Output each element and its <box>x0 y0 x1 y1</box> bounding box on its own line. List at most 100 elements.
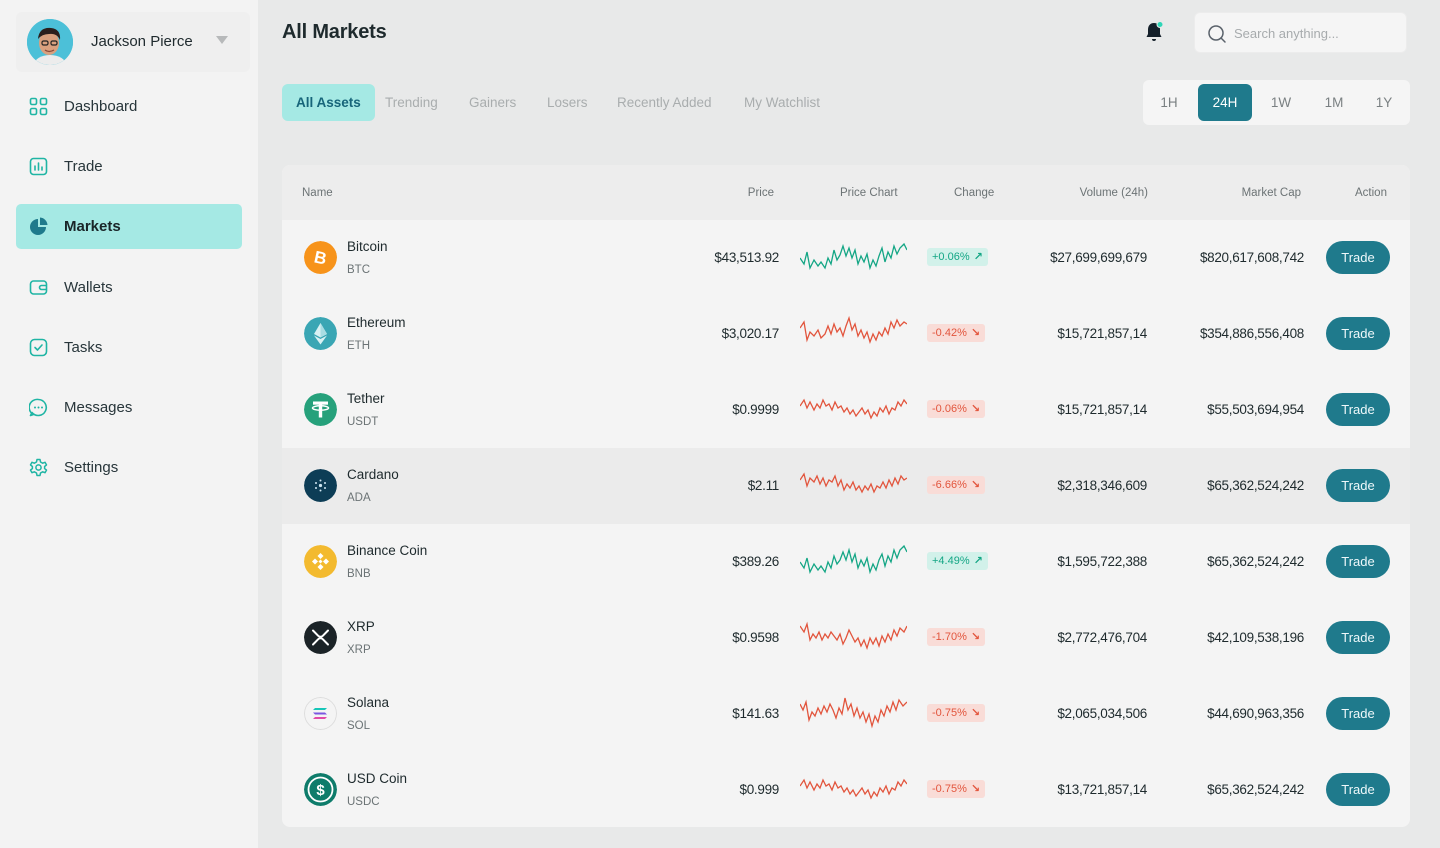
coin-volume: $15,721,857,14 <box>1057 326 1147 341</box>
trade-button[interactable]: Trade <box>1326 545 1390 578</box>
coin-name: USD Coin <box>347 771 408 786</box>
checkbox-icon <box>29 338 48 357</box>
profile-card[interactable]: Jackson Pierce <box>16 12 250 72</box>
xrp-icon <box>304 621 337 654</box>
trade-button[interactable]: Trade <box>1326 469 1390 502</box>
arrow-down-right-icon: ↘ <box>970 479 981 491</box>
arrow-up-right-icon: ↗ <box>973 555 983 567</box>
solana-icon <box>304 697 337 730</box>
search-input[interactable] <box>1234 21 1399 45</box>
message-icon <box>29 398 47 417</box>
tab-all-assets[interactable]: All Assets <box>282 84 375 121</box>
period-1y[interactable]: 1Y <box>1375 95 1393 110</box>
avatar <box>27 19 73 65</box>
column-header-market-cap[interactable]: Market Cap <box>1241 187 1301 199</box>
change-badge: -1.70% ↘ <box>927 628 986 646</box>
sidebar-item-markets[interactable]: Markets <box>16 204 242 249</box>
svg-text:B: B <box>312 247 328 268</box>
coin-name: Tether <box>347 391 385 406</box>
coin-volume: $2,318,346,609 <box>1057 478 1147 493</box>
bitcoin-icon: B <box>304 241 337 274</box>
arrow-down-right-icon: ↘ <box>970 327 981 339</box>
coin-market-cap: $820,617,608,742 <box>1199 250 1304 265</box>
change-badge: +0.06% ↗ <box>927 248 988 266</box>
period-1m[interactable]: 1M <box>1324 95 1344 110</box>
period-24h[interactable]: 24H <box>1198 84 1252 121</box>
search-icon <box>1208 25 1226 43</box>
table-row[interactable]: XRP XRP $0.9598 -1.70% ↘ $2,772,476,704 $… <box>282 600 1410 676</box>
tab-gainers[interactable]: Gainers <box>469 95 517 110</box>
coin-symbol: USDC <box>347 796 380 808</box>
trade-button[interactable]: Trade <box>1326 621 1390 654</box>
chevron-down-icon[interactable] <box>216 36 228 44</box>
sparkline-chart <box>800 315 907 345</box>
column-header-change[interactable]: Change <box>954 187 995 199</box>
coin-market-cap: $65,362,524,242 <box>1207 478 1304 493</box>
table-row[interactable]: Solana SOL $141.63 -0.75% ↘ $2,065,034,50… <box>282 676 1410 752</box>
change-badge: -0.06% ↘ <box>927 400 986 418</box>
table-row[interactable]: Tether USDT $0.9999 -0.06% ↘ $15,721,857,… <box>282 372 1410 448</box>
sidebar-item-settings[interactable]: Settings <box>16 445 242 490</box>
tab-losers[interactable]: Losers <box>547 95 588 110</box>
change-value: -6.66% <box>932 479 967 491</box>
trade-button[interactable]: Trade <box>1326 317 1390 350</box>
table-row[interactable]: B Bitcoin BTC $43,513.92 +0.06% ↗ $27,699… <box>282 220 1410 296</box>
coin-symbol: BTC <box>347 264 370 276</box>
table-row[interactable]: Binance Coin BNB $389.26 +4.49% ↗ $1,595,… <box>282 524 1410 600</box>
coin-price: $0.9598 <box>732 630 779 645</box>
sidebar-item-label: Trade <box>64 158 103 175</box>
sidebar-item-messages[interactable]: Messages <box>16 385 242 430</box>
period-1h[interactable]: 1H <box>1160 95 1178 110</box>
change-badge: +4.49% ↗ <box>927 552 988 570</box>
sidebar-item-label: Markets <box>64 218 121 235</box>
change-value: -0.75% <box>932 707 967 719</box>
table-row[interactable]: Cardano ADA $2.11 -6.66% ↘ $2,318,346,609… <box>282 448 1410 524</box>
period-1w[interactable]: 1W <box>1270 95 1292 110</box>
coin-name: XRP <box>347 619 375 634</box>
sidebar-item-label: Tasks <box>64 339 103 356</box>
coin-name: Solana <box>347 695 390 710</box>
arrow-down-right-icon: ↘ <box>970 707 981 719</box>
coin-symbol: XRP <box>347 644 371 656</box>
coin-volume: $27,699,699,679 <box>1050 250 1147 265</box>
sidebar-item-label: Settings <box>64 459 119 476</box>
tab-trending[interactable]: Trending <box>385 95 438 110</box>
table-row[interactable]: $ USD Coin USDC $0.999 -0.75% ↘ $13,721,8… <box>282 752 1410 827</box>
trade-button[interactable]: Trade <box>1326 697 1390 730</box>
wallet-icon <box>29 280 48 295</box>
coin-symbol: ADA <box>347 492 371 504</box>
coin-volume: $2,065,034,506 <box>1057 706 1147 721</box>
change-value: -0.75% <box>932 783 967 795</box>
coin-symbol: BNB <box>347 568 371 580</box>
bell-icon[interactable] <box>1142 20 1166 44</box>
arrow-down-right-icon: ↘ <box>970 403 981 415</box>
sparkline-chart <box>800 398 907 420</box>
sidebar-item-tasks[interactable]: Tasks <box>16 325 242 370</box>
sidebar-item-wallets[interactable]: Wallets <box>16 265 242 310</box>
tab-my-watchlist[interactable]: My Watchlist <box>744 95 821 110</box>
coin-symbol: SOL <box>347 720 371 732</box>
sidebar-item-dashboard[interactable]: Dashboard <box>16 84 242 129</box>
grid-icon <box>29 97 48 116</box>
tab-recently-added[interactable]: Recently Added <box>617 95 712 110</box>
sidebar-item-trade[interactable]: Trade <box>16 144 242 189</box>
search-bar[interactable] <box>1194 12 1407 53</box>
trade-button[interactable]: Trade <box>1326 773 1390 806</box>
coin-name: Binance Coin <box>347 543 428 558</box>
column-header-name[interactable]: Name <box>302 187 333 199</box>
table-row[interactable]: Ethereum ETH $3,020.17 -0.42% ↘ $15,721,8… <box>282 296 1410 372</box>
column-header-price[interactable]: Price <box>747 187 774 199</box>
sidebar-item-label: Wallets <box>64 279 113 296</box>
trade-button[interactable]: Trade <box>1326 241 1390 274</box>
trade-button[interactable]: Trade <box>1326 393 1390 426</box>
change-badge: -0.42% ↘ <box>927 324 986 342</box>
coin-price: $0.999 <box>739 782 780 797</box>
coin-volume: $15,721,857,14 <box>1057 402 1147 417</box>
arrow-down-right-icon: ↘ <box>970 631 981 643</box>
arrow-down-right-icon: ↘ <box>970 783 981 795</box>
usd-coin-icon: $ <box>304 773 337 806</box>
column-header-volume[interactable]: Volume (24h) <box>1079 187 1148 199</box>
coin-market-cap: $42,109,538,196 <box>1207 630 1304 645</box>
coin-volume: $2,772,476,704 <box>1057 630 1147 645</box>
change-badge: -6.66% ↘ <box>927 476 986 494</box>
